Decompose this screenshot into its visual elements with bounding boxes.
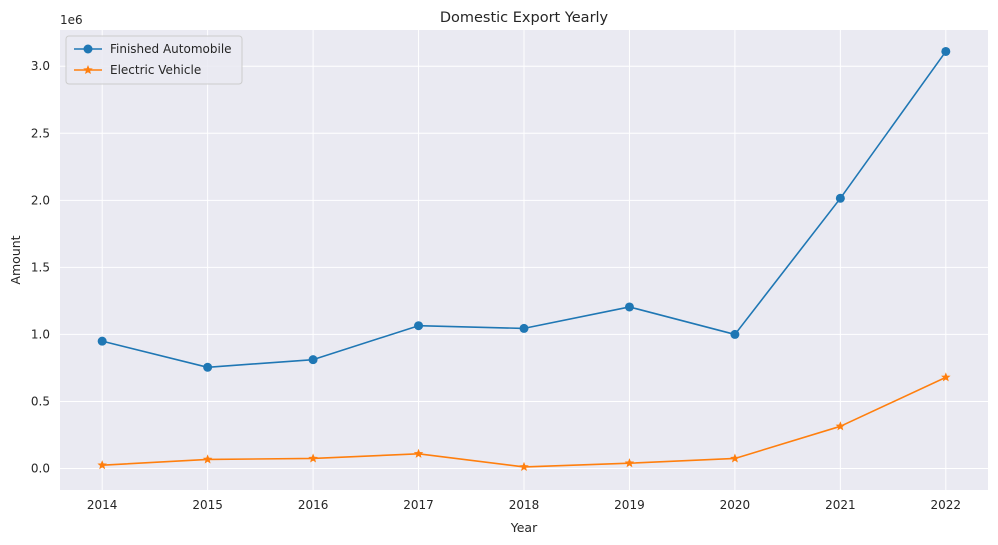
data-point-finished-automobile — [941, 47, 950, 56]
x-tick-label: 2021 — [825, 498, 856, 512]
chart-title: Domestic Export Yearly — [440, 10, 609, 26]
x-tick-label: 2018 — [509, 498, 540, 512]
x-tick-label: 2020 — [720, 498, 751, 512]
y-tick-labels: 0.0 0.5 1.0 1.5 2.0 2.5 3.0 — [31, 59, 50, 475]
x-tick-label: 2016 — [298, 498, 329, 512]
x-tick-label: 2015 — [192, 498, 223, 512]
data-point-finished-automobile — [98, 337, 107, 346]
x-tick-label: 2022 — [931, 498, 962, 512]
legend-marker-finished-automobile — [84, 45, 93, 54]
legend-label-finished-automobile: Finished Automobile — [110, 42, 232, 56]
data-point-finished-automobile — [309, 355, 318, 364]
data-point-finished-automobile — [203, 363, 212, 372]
y-tick-label: 1.5 — [31, 260, 50, 274]
y-tick-label: 2.5 — [31, 126, 50, 140]
data-point-finished-automobile — [414, 321, 423, 330]
data-point-finished-automobile — [836, 194, 845, 203]
x-tick-label: 2014 — [87, 498, 118, 512]
y-offset-label: 1e6 — [60, 13, 83, 27]
x-tick-labels: 2014 2015 2016 2017 2018 2019 2020 2021 2022 — [87, 498, 961, 512]
data-point-finished-automobile — [730, 330, 739, 339]
x-tick-label: 2017 — [403, 498, 434, 512]
legend-label-electric-vehicle: Electric Vehicle — [110, 63, 201, 77]
x-axis-label: Year — [510, 520, 538, 535]
legend: Finished Automobile Electric Vehicle — [66, 36, 242, 84]
x-tick-label: 2019 — [614, 498, 645, 512]
data-point-finished-automobile — [520, 324, 529, 333]
y-axis-label: Amount — [8, 235, 23, 284]
data-point-finished-automobile — [625, 302, 634, 311]
y-tick-label: 0.5 — [31, 394, 50, 408]
y-tick-label: 2.0 — [31, 193, 50, 207]
y-tick-label: 1.0 — [31, 327, 50, 341]
y-tick-label: 3.0 — [31, 59, 50, 73]
y-tick-label: 0.0 — [31, 462, 50, 476]
